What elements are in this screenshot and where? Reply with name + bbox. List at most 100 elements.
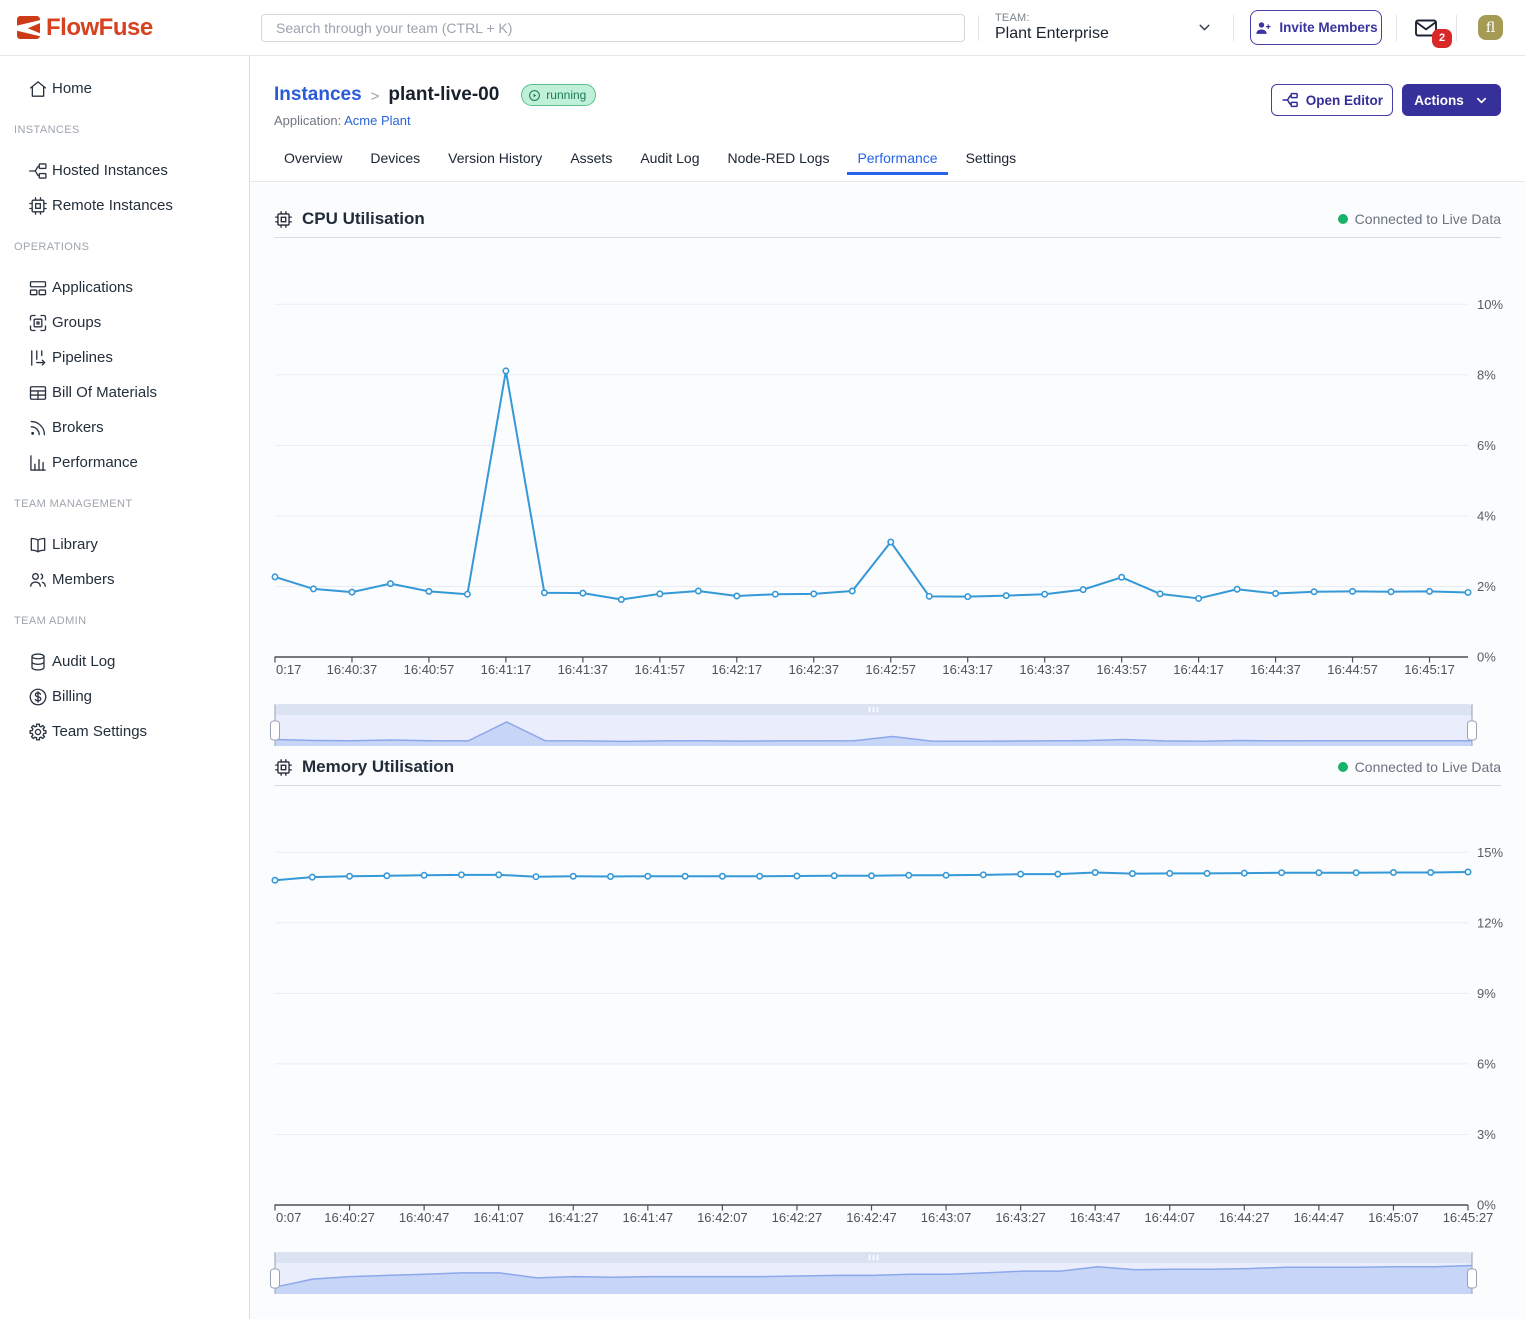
data-point [756, 872, 764, 880]
y-tick-label: 8% [1477, 367, 1496, 382]
tab-overview[interactable]: Overview [284, 149, 343, 166]
sidebar-item-performance[interactable]: Performance [0, 445, 249, 480]
tab-performance[interactable]: Performance [847, 143, 948, 175]
y-tick-label: 10% [1477, 297, 1503, 312]
data-point [495, 871, 503, 879]
memory-chart-header: Memory Utilisation Connected to Live Dat… [274, 752, 1501, 782]
tab-audit-log[interactable]: Audit Log [640, 149, 700, 166]
x-tick-label: 16:42:27 [772, 1210, 823, 1225]
x-tick-label: 16:41:37 [558, 662, 609, 677]
data-point [420, 871, 428, 879]
sidebar-item-billing[interactable]: Billing [0, 679, 249, 714]
open-editor-button[interactable]: Open Editor [1270, 84, 1393, 116]
sidebar-item-hosted-instances[interactable]: Hosted Instances [0, 153, 249, 188]
main-content: Instances > plant-live-00 running Applic… [250, 56, 1525, 1319]
hosted-instances-icon [29, 162, 47, 179]
sidebar-item-bill-of-materials[interactable]: Bill Of Materials [0, 375, 249, 410]
x-tick-label: 0:07 [276, 1210, 301, 1225]
x-tick-label: 16:41:17 [481, 662, 532, 677]
chip-icon [275, 210, 292, 228]
team-name: Plant Enterprise [995, 25, 1109, 42]
application-label: Application: [274, 113, 342, 128]
brush-grip[interactable] [872, 706, 875, 713]
tab-node-red-logs[interactable]: Node-RED Logs [727, 149, 830, 166]
brush-grip[interactable] [868, 1254, 871, 1261]
data-point [1156, 590, 1164, 598]
divider [978, 14, 979, 41]
tab-assets[interactable]: Assets [570, 149, 613, 166]
brokers-icon [30, 420, 46, 435]
data-point [925, 592, 933, 600]
memory-utilisation-chart[interactable]: 0% 3% 6% 9% 12% 15% 0:07 16:40:27 16:40:47 16:41:… [250, 789, 1525, 1294]
actions-button[interactable]: Actions [1402, 84, 1501, 116]
library-icon [30, 537, 46, 552]
sidebar-item-remote-instances[interactable]: Remote Instances [0, 188, 249, 223]
data-point [793, 872, 801, 880]
sidebar-item-audit-log[interactable]: Audit Log [0, 644, 249, 679]
sidebar-item-applications[interactable]: Applications [0, 270, 249, 305]
data-point [1203, 869, 1211, 877]
data-point [457, 871, 465, 879]
live-status-label: Connected to Live Data [1354, 759, 1501, 775]
page-title: plant-live-00 [388, 84, 500, 105]
tab-settings[interactable]: Settings [965, 149, 1017, 166]
sidebar-item-team-settings[interactable]: Team Settings [0, 714, 249, 749]
data-point [1041, 590, 1049, 598]
team-label: TEAM: [995, 12, 1030, 24]
brush-handle[interactable] [1467, 720, 1477, 741]
y-tick-label: 9% [1477, 986, 1496, 1001]
data-point [942, 871, 950, 879]
x-tick-label: 16:44:17 [1173, 662, 1224, 677]
data-point [1387, 588, 1395, 596]
home-icon [30, 80, 46, 97]
data-point [1195, 594, 1203, 602]
data-point [1464, 868, 1472, 876]
cpu-utilisation-chart[interactable]: 0% 2% 4% 6% 8% 10% 0:17 16:40:37 16:40:57 16:41:1… [250, 241, 1525, 746]
y-tick-label: 6% [1477, 1056, 1496, 1071]
search-input[interactable] [261, 13, 965, 42]
avatar[interactable]: fl [1478, 15, 1503, 40]
audit-log-icon [31, 652, 45, 671]
brush-grip[interactable] [868, 706, 871, 713]
brush-handle[interactable] [270, 720, 280, 741]
sidebar-item-brokers[interactable]: Brokers [0, 410, 249, 445]
breadcrumb-separator: > [370, 87, 380, 105]
sidebar-item-home[interactable]: Home [0, 71, 249, 106]
data-point [1128, 870, 1136, 878]
invite-members-button[interactable]: Invite Members [1250, 10, 1382, 45]
x-tick-label: 16:44:07 [1144, 1210, 1195, 1225]
sidebar-item-members[interactable]: Members [0, 562, 249, 597]
x-tick-label: 16:44:27 [1219, 1210, 1270, 1225]
editor-icon [1281, 91, 1299, 109]
sidebar-item-label: Remote Instances [52, 197, 173, 214]
data-point [607, 872, 615, 880]
data-point [1272, 590, 1280, 598]
brush-handle[interactable] [270, 1268, 280, 1289]
tab-devices[interactable]: Devices [370, 149, 421, 166]
sidebar-item-pipelines[interactable]: Pipelines [0, 340, 249, 375]
team-settings-icon [29, 722, 47, 741]
data-point [271, 573, 279, 581]
brush-grip[interactable] [876, 706, 879, 713]
tab-version-history[interactable]: Version History [448, 149, 543, 166]
brush-handle[interactable] [1467, 1268, 1477, 1289]
sidebar-item-library[interactable]: Library [0, 527, 249, 562]
data-point [733, 592, 741, 600]
data-point [681, 872, 689, 880]
notifications-button[interactable]: 2 [1414, 16, 1452, 48]
sidebar-item-groups[interactable]: Groups [0, 305, 249, 340]
pipelines-icon [31, 349, 46, 366]
brush-grip[interactable] [872, 1254, 875, 1261]
x-tick-label: 16:42:17 [712, 662, 763, 677]
brush-grip[interactable] [876, 1254, 879, 1261]
header-actions: Open Editor Actions [1270, 84, 1501, 116]
data-point [540, 589, 548, 597]
breadcrumb-instances-link[interactable]: Instances [274, 84, 362, 105]
y-tick-label: 4% [1477, 508, 1496, 523]
data-point [308, 873, 316, 881]
application-link[interactable]: Acme Plant [344, 113, 411, 128]
team-selector[interactable]: TEAM: Plant Enterprise [995, 12, 1233, 43]
flowfuse-logo[interactable]: FlowFuse [17, 14, 239, 42]
x-tick-label: 16:41:47 [623, 1210, 674, 1225]
live-status: Connected to Live Data [1337, 211, 1501, 227]
